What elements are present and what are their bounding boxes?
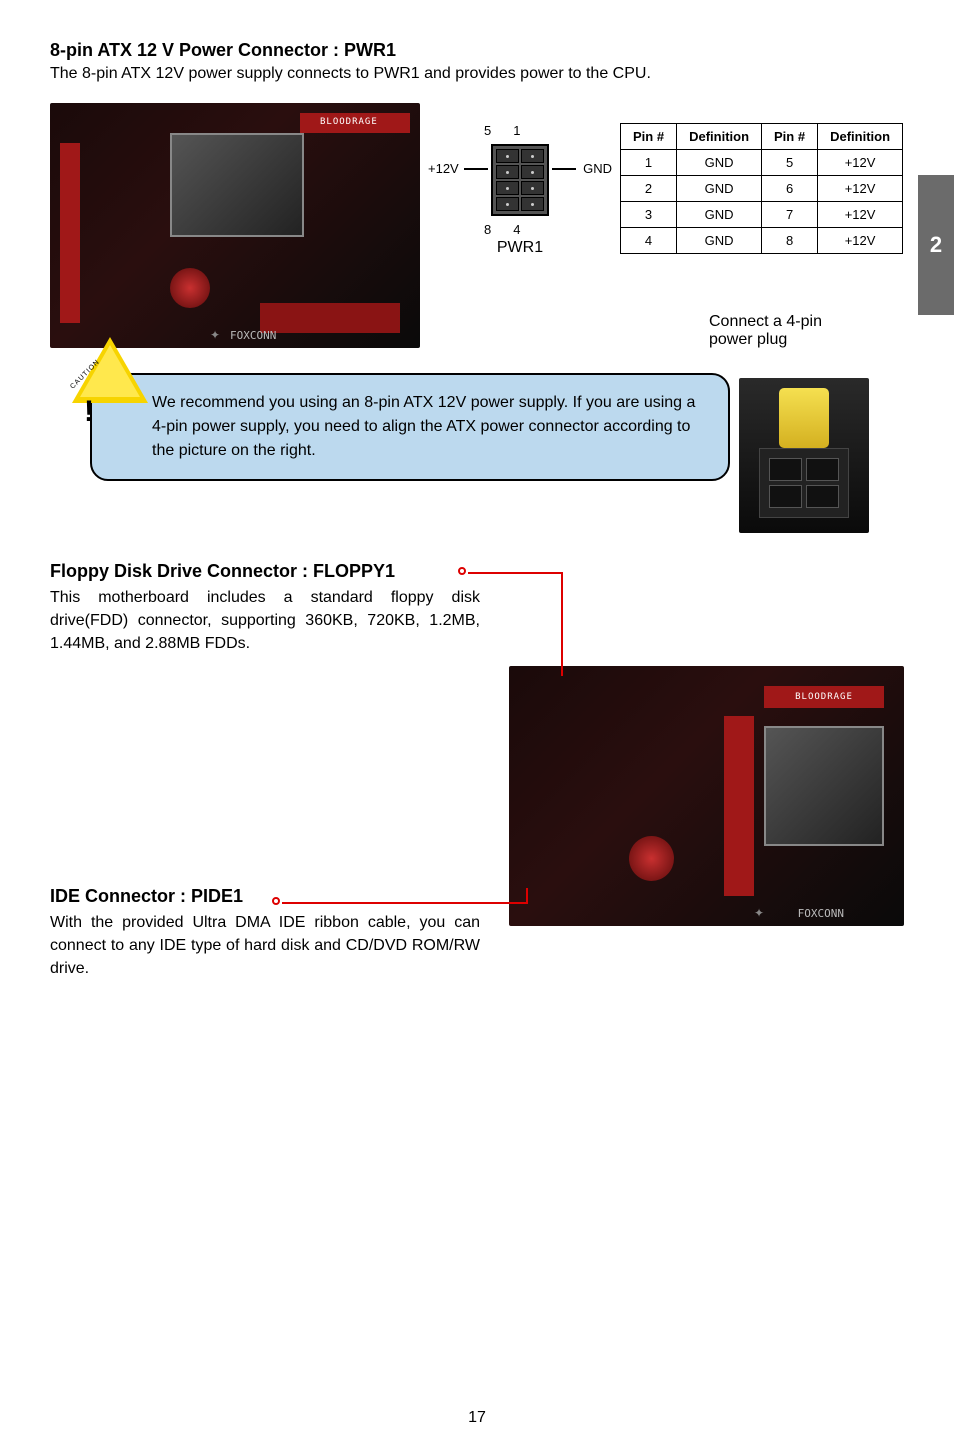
pwr1-pin-table: Pin # Definition Pin # Definition 1GND5+… [620, 123, 903, 254]
diagram-num-1: 1 [513, 123, 542, 138]
caution-exclaim-icon: ! [84, 395, 94, 429]
board2-vendor-label: FOXCONN [798, 907, 844, 920]
diagram-bottom-numbers: 84 [430, 222, 610, 237]
caution-text: We recommend you using an 8-pin ATX 12V … [90, 373, 730, 481]
4pin-plug-image [739, 378, 869, 533]
diagram-right-label: GND [583, 161, 612, 176]
table-row: 2GND6+12V [621, 176, 903, 202]
caution-callout: CAUTION ! We recommend you using an 8-pi… [90, 373, 730, 481]
board2-star-icon: ✦ [754, 906, 764, 920]
pin-th: Pin # [762, 124, 818, 150]
pin-th: Definition [818, 124, 903, 150]
board-vendor-label: FOXCONN [230, 329, 276, 342]
diagram-left-label: +12V [428, 161, 459, 176]
diagram-num-5: 5 [484, 123, 513, 138]
red-dot-icon [458, 567, 466, 575]
red-dot-icon [272, 897, 280, 905]
red-callout-line [468, 572, 563, 574]
caution-row: Connect a 4-pin power plug CAUTION ! We … [50, 373, 904, 481]
board2-brand-label: BLOODRAGE [764, 686, 884, 708]
section-floppy-ide: Floppy Disk Drive Connector : FLOPPY1 Th… [50, 561, 904, 980]
pwr1-desc: The 8-pin ATX 12V power supply connects … [50, 65, 904, 83]
pin-th: Pin # [621, 124, 677, 150]
page-number: 17 [0, 1409, 954, 1427]
pwr1-title: 8-pin ATX 12 V Power Connector : PWR1 [50, 40, 904, 61]
motherboard-image-1: BLOODRAGE ✦ FOXCONN [50, 103, 420, 348]
table-row: 1GND5+12V [621, 150, 903, 176]
pin-th: Definition [677, 124, 762, 150]
pwr1-row: BLOODRAGE ✦ FOXCONN 51 +12V GND 84 PWR1 [50, 103, 904, 348]
red-callout-line [282, 902, 528, 904]
red-callout-line [561, 572, 563, 676]
board-star-icon: ✦ [210, 328, 220, 342]
table-row: 4GND8+12V [621, 228, 903, 254]
floppy-desc: This motherboard includes a standard flo… [50, 586, 480, 656]
diagram-connector-name: PWR1 [430, 239, 610, 257]
pwr1-pin-diagram: 51 +12V GND 84 PWR1 [430, 103, 610, 257]
table-row: 3GND7+12V [621, 202, 903, 228]
diagram-connector-block [491, 144, 549, 216]
red-callout-line [526, 888, 528, 904]
diagram-num-4: 4 [513, 222, 542, 237]
chapter-side-tab: 2 [918, 175, 954, 315]
diagram-num-8: 8 [484, 222, 513, 237]
connect-4pin-label: Connect a 4-pin power plug [709, 313, 869, 349]
ide-desc: With the provided Ultra DMA IDE ribbon c… [50, 911, 480, 981]
board-brand-label: BLOODRAGE [320, 117, 378, 127]
floppy-title: Floppy Disk Drive Connector : FLOPPY1 [50, 561, 480, 582]
section-pwr1: 8-pin ATX 12 V Power Connector : PWR1 Th… [50, 40, 904, 481]
motherboard-image-2: BLOODRAGE ✦ FOXCONN [509, 666, 904, 926]
diagram-top-numbers: 51 [430, 123, 610, 138]
